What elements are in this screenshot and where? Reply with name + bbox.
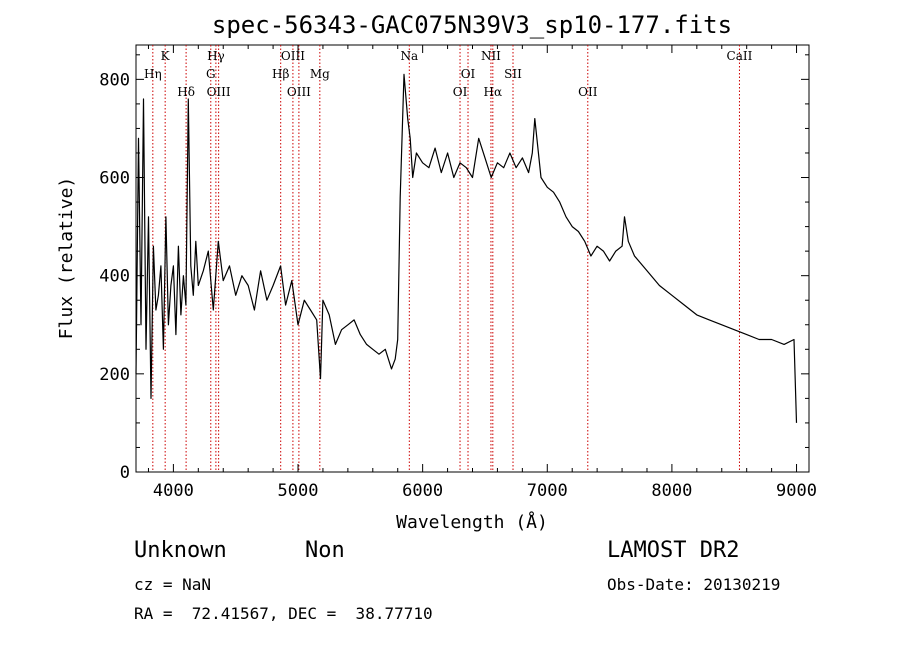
chart-title: spec-56343-GAC075N39V3_sp10-177.fits	[212, 11, 732, 39]
y-tick-label-4: 800	[99, 70, 130, 90]
y-axis-label: Flux (relative)	[56, 177, 77, 340]
x-tick-label-2: 6000	[402, 481, 443, 501]
line-marker-label-1: K	[161, 49, 171, 63]
x-tick-label-5: 9000	[776, 481, 817, 501]
object-class: Unknown	[134, 538, 227, 563]
line-marker-label-14: Hα	[484, 85, 503, 99]
x-tick-label-3: 7000	[527, 481, 568, 501]
y-tick-label-3: 600	[99, 169, 130, 189]
spectrum-line-0	[135, 73, 798, 423]
line-marker-label-16: OII	[578, 85, 598, 99]
line-marker-label-6: Hβ	[272, 67, 289, 81]
x-axis-ticks: 4000 5000 6000 7000 8000 9000	[147, 45, 817, 501]
line-marker-label-13: NII	[481, 49, 501, 63]
line-marker-label-12: OI	[461, 67, 476, 81]
y-axis-ticks: 0 200 400 600 800	[99, 54, 809, 483]
y-tick-label-0: 0	[120, 463, 130, 483]
line-marker-label-10: Na	[400, 49, 418, 63]
line-marker-label-3: G	[206, 67, 216, 81]
spectrum-data	[135, 73, 798, 423]
x-tick-label-1: 5000	[278, 481, 319, 501]
line-marker-label-17: CaII	[727, 49, 753, 63]
x-tick-label-0: 4000	[153, 481, 194, 501]
survey-name: LAMOST DR2	[607, 538, 740, 563]
coordinates: RA = 72.41567, DEC = 38.77710	[134, 604, 433, 623]
line-marker-label-2: Hδ	[177, 85, 195, 99]
x-tick-label-4: 8000	[651, 481, 692, 501]
line-marker-label-0: Hη	[144, 67, 162, 81]
line-marker-label-9: Mg	[310, 67, 330, 81]
line-marker-label-8: OIII	[287, 85, 311, 99]
x-axis-label: Wavelength (Å)	[396, 511, 548, 533]
spectral-line-markers	[152, 45, 740, 472]
line-marker-label-4: Hγ	[207, 49, 225, 63]
observation-date: Obs-Date: 20130219	[607, 575, 781, 594]
redshift-value: cz = NaN	[134, 575, 212, 594]
object-subclass: Non	[305, 538, 345, 563]
y-tick-label-2: 400	[99, 267, 130, 287]
y-tick-label-1: 200	[99, 365, 130, 385]
line-marker-label-11: OI	[453, 85, 468, 99]
line-marker-label-5: OIII	[207, 85, 231, 99]
line-marker-label-7: OIII	[281, 49, 305, 63]
line-marker-label-15: SII	[504, 67, 522, 81]
plot-frame	[135, 44, 810, 473]
